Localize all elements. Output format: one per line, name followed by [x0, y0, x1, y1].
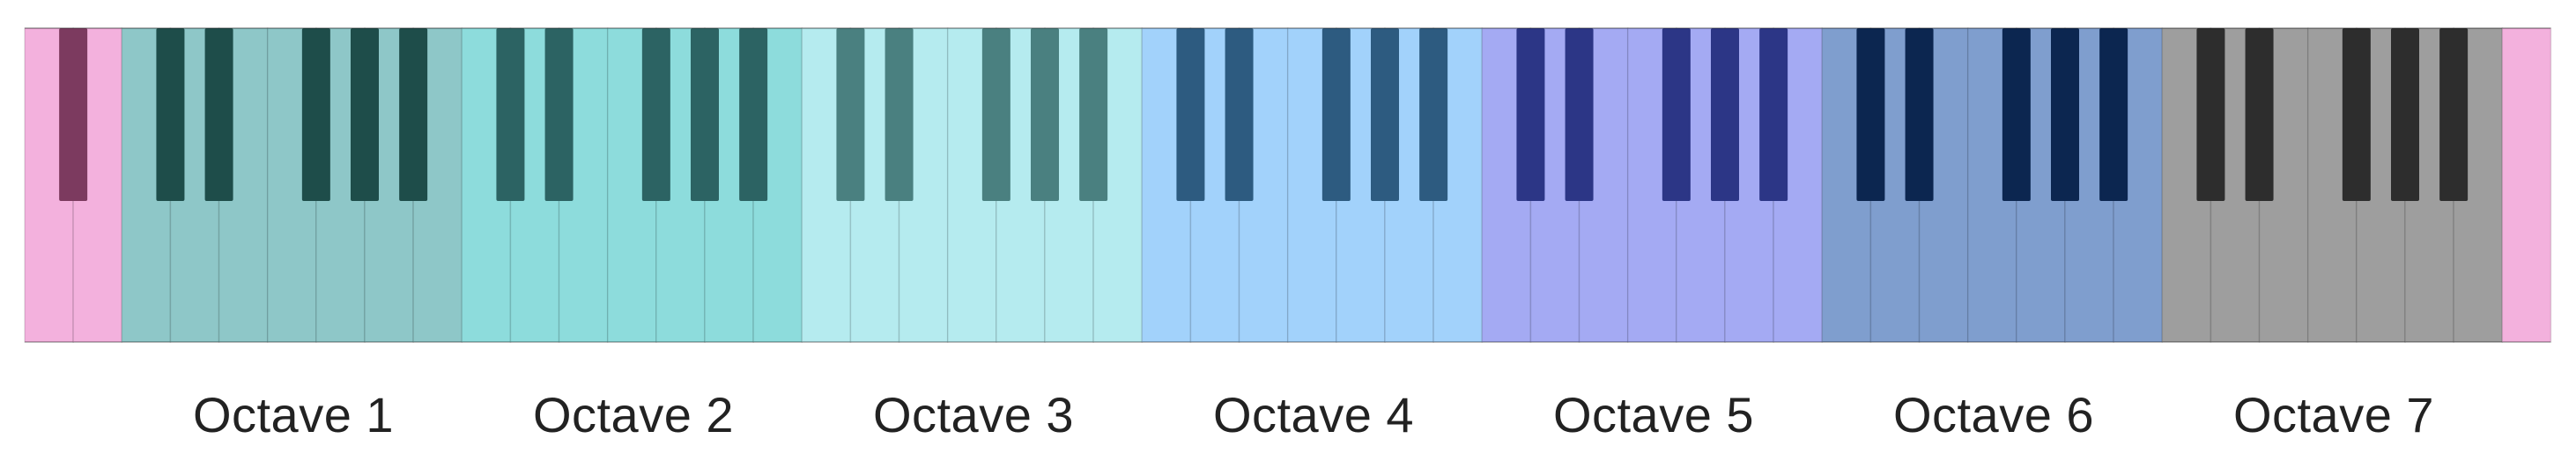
black-key	[1662, 28, 1691, 201]
black-key	[301, 28, 330, 201]
black-keys	[59, 28, 2469, 201]
black-key	[885, 28, 914, 201]
black-key	[1516, 28, 1545, 201]
black-key	[1711, 28, 1739, 201]
black-key	[399, 28, 428, 201]
black-key	[1321, 28, 1351, 201]
black-key	[981, 28, 1010, 201]
black-key	[204, 28, 233, 201]
octave-label-7: Octave 7	[2232, 386, 2435, 443]
black-key	[2196, 28, 2225, 201]
octave-label-4: Octave 4	[1212, 386, 1415, 443]
black-key	[739, 28, 768, 201]
black-key	[1079, 28, 1108, 201]
black-key	[351, 28, 379, 201]
octave-label-6: Octave 6	[1892, 386, 2095, 443]
black-key	[1225, 28, 1254, 201]
black-key	[1031, 28, 1059, 201]
octave-label-5: Octave 5	[1552, 386, 1755, 443]
black-key	[1565, 28, 1594, 201]
black-key	[836, 28, 865, 201]
black-key	[156, 28, 185, 201]
black-key	[496, 28, 525, 201]
octave-label-1: Octave 1	[192, 386, 395, 443]
black-key	[641, 28, 670, 201]
black-key	[2342, 28, 2371, 201]
partial-high	[2501, 27, 2552, 343]
black-key	[2002, 28, 2031, 201]
black-key	[2245, 28, 2274, 201]
black-key	[1176, 28, 1205, 201]
octave-label-3: Octave 3	[872, 386, 1075, 443]
black-key	[1371, 28, 1399, 201]
octave-label-2: Octave 2	[532, 386, 735, 443]
white-key	[2501, 27, 2552, 343]
black-key	[691, 28, 719, 201]
black-key	[1856, 28, 1885, 201]
black-key	[544, 28, 574, 201]
black-key	[59, 28, 88, 201]
black-key	[2099, 28, 2128, 201]
black-key	[2051, 28, 2079, 201]
piano-keyboard	[24, 27, 2552, 343]
black-key	[1759, 28, 1788, 201]
black-key	[1905, 28, 1934, 201]
black-key	[2391, 28, 2419, 201]
black-key	[2439, 28, 2469, 201]
black-key	[1419, 28, 1448, 201]
